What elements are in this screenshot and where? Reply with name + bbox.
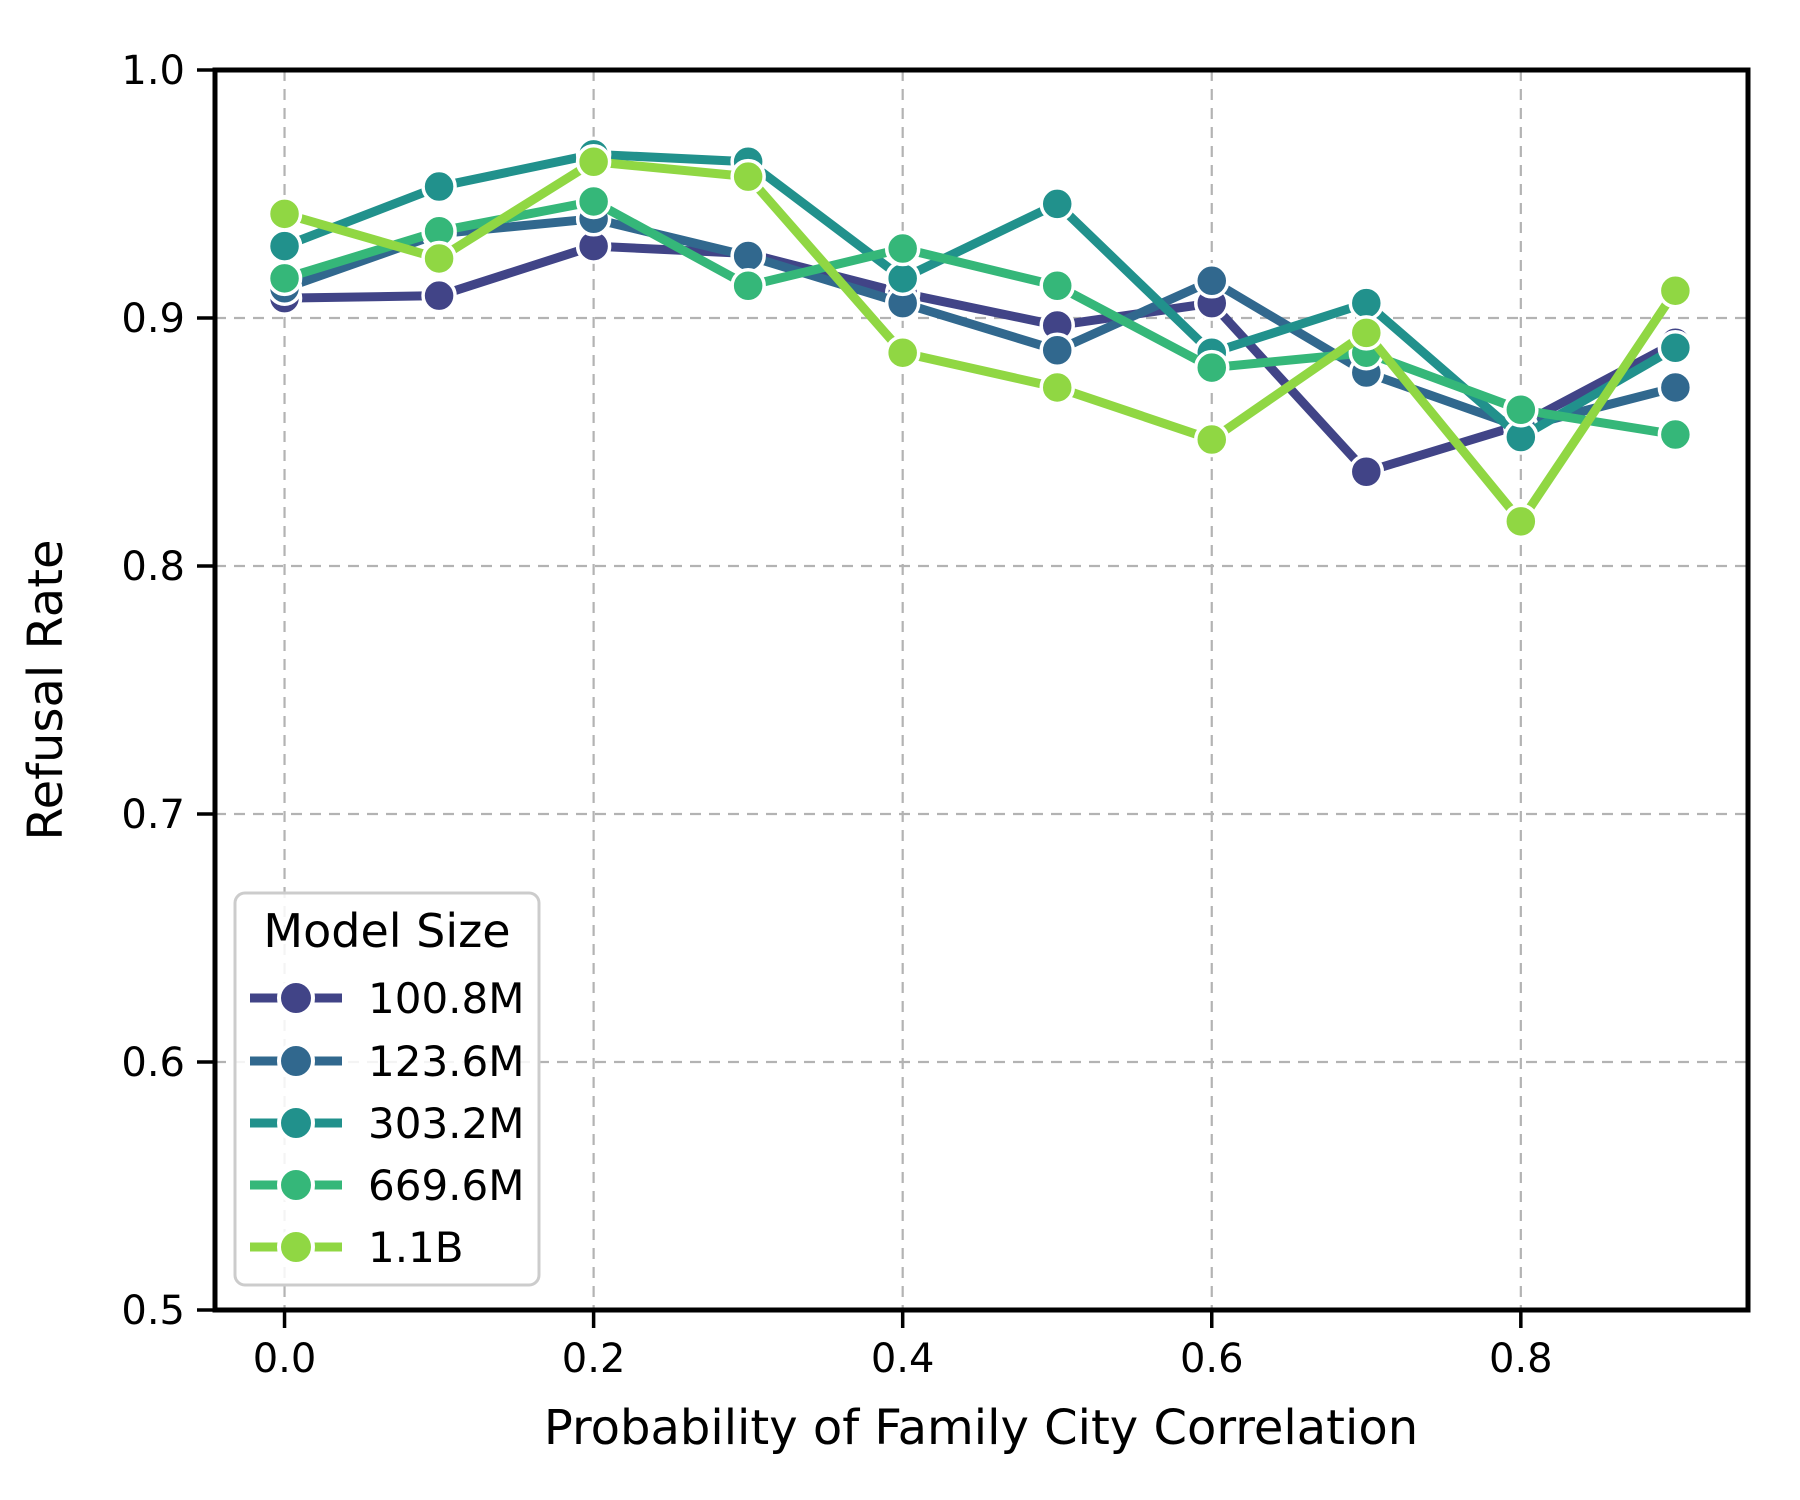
series-layer [266, 136, 1694, 540]
legend-row-303.2M: 303.2M [250, 1099, 524, 1148]
data-point-marker [1657, 330, 1694, 366]
y-tick-label: 1.0 [121, 48, 185, 94]
data-point-marker [1348, 285, 1385, 321]
x-axis-label: Probability of Family City Correlation [544, 1400, 1418, 1456]
legend-row-123.6M: 123.6M [250, 1037, 524, 1086]
series-line [280, 149, 1680, 442]
x-tick-label: 0.6 [1180, 1336, 1244, 1382]
data-point-marker [1657, 416, 1694, 453]
legend-marker [277, 1166, 315, 1204]
x-tick-label: 0.8 [1489, 1336, 1553, 1382]
legend-row-100.8M: 100.8M [250, 974, 524, 1023]
legend-row-1.1B: 1.1B [250, 1223, 464, 1272]
data-point-marker [1039, 186, 1075, 222]
data-point-marker [266, 260, 303, 297]
data-point-marker [1503, 392, 1539, 428]
data-point-marker [1657, 272, 1694, 309]
legend-marker [277, 1228, 315, 1266]
x-tick-label: 0.2 [562, 1336, 626, 1382]
y-tick-label: 0.8 [121, 544, 185, 590]
y-tick-label: 0.6 [121, 1040, 185, 1086]
data-point-marker [884, 230, 921, 267]
data-point-marker [1194, 421, 1230, 458]
legend-marker [277, 1104, 315, 1142]
y-tick-label: 0.7 [121, 792, 185, 838]
data-point-marker [421, 277, 457, 314]
data-point-marker [1348, 454, 1385, 490]
data-point-marker [266, 196, 303, 232]
data-point-marker [1039, 268, 1075, 304]
series-line [280, 241, 1680, 477]
data-point-marker [1194, 263, 1230, 299]
legend-label: 123.6M [368, 1037, 524, 1086]
y-tick-label: 0.5 [121, 1288, 185, 1334]
x-tick-label: 0.0 [253, 1336, 317, 1382]
grid-layer [215, 70, 1748, 1310]
data-point-marker [421, 240, 457, 277]
legend-label: 100.8M [368, 974, 524, 1023]
x-tick-label: 0.4 [871, 1336, 935, 1382]
data-point-marker [884, 334, 921, 371]
legend-marker [277, 1042, 315, 1080]
y-axis-label: Refusal Rate [18, 539, 74, 840]
legend-row-669.6M: 669.6M [250, 1161, 524, 1210]
y-tick-label: 0.9 [121, 296, 185, 342]
data-point-marker [1039, 369, 1075, 406]
tick-layer: 0.0 0.2 0.4 0.6 0.8 1.0 0.9 0.8 0.7 0.6 0.5 [121, 48, 1552, 1382]
legend-label: 303.2M [368, 1099, 524, 1148]
data-point-marker [1348, 315, 1385, 351]
data-point-marker [730, 158, 766, 195]
plot-area-spines [212, 67, 1751, 1313]
data-point-marker [1194, 349, 1230, 386]
legend-marker [277, 979, 315, 1017]
series-1.1B [266, 144, 1694, 540]
series-line [280, 196, 1680, 440]
legend-title: Model Size [263, 904, 510, 958]
data-point-marker [884, 260, 921, 297]
data-point-marker [1657, 369, 1694, 406]
data-point-marker [266, 228, 303, 264]
data-point-marker [1503, 503, 1539, 540]
series-669.6M [266, 183, 1694, 453]
legend-rows: 100.8M 123.6M 303.2M 669.6M 1.1B [250, 974, 524, 1272]
legend-label: 669.6M [368, 1161, 524, 1210]
data-point-marker [730, 268, 766, 304]
data-point-marker [575, 144, 612, 180]
data-point-marker [421, 168, 457, 205]
data-point-marker [1039, 332, 1075, 368]
data-point-marker [575, 183, 612, 220]
series-303.2M [266, 136, 1694, 455]
legend-label: 1.1B [368, 1223, 464, 1272]
data-point-marker [730, 238, 766, 274]
legend: Model Size 100.8M 123.6M 303.2M 669.6M 1.1B [233, 891, 541, 1287]
series-line [280, 157, 1680, 526]
series-line [280, 214, 1680, 432]
